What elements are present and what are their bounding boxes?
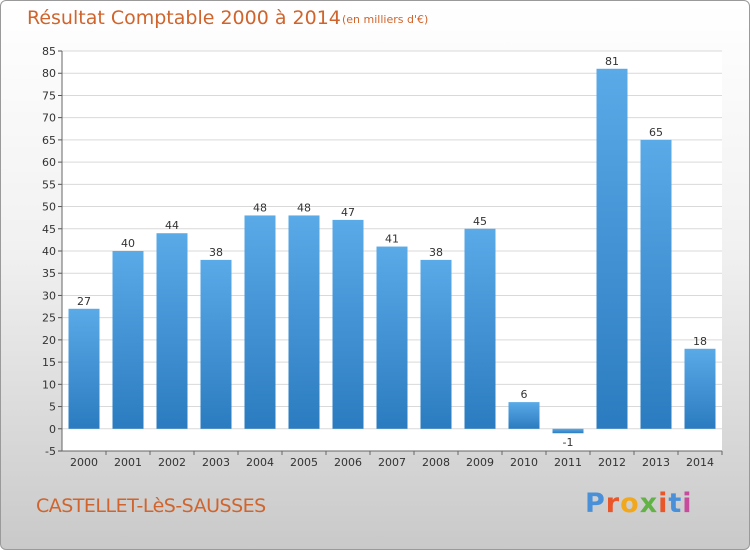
value-label-2005: 48 xyxy=(297,201,311,214)
value-label-2009: 45 xyxy=(473,215,487,228)
logo-letter: o xyxy=(620,488,640,519)
y-tick-labels: -5 0 5 10 15 20 25 30 35 40 45 50 55 60 65 70 75 80 85 xyxy=(42,45,56,458)
y-tick-label: 50 xyxy=(42,201,56,214)
bar-2012 xyxy=(596,68,628,429)
value-label-2004: 48 xyxy=(253,201,267,214)
value-label-2010: 6 xyxy=(521,388,528,401)
x-tick-label-2002: 2002 xyxy=(158,456,186,469)
y-tick-label: 30 xyxy=(42,289,56,302)
bar-2011 xyxy=(552,428,584,434)
bar-2003 xyxy=(200,259,232,429)
value-label-2013: 65 xyxy=(649,126,663,139)
x-tick-label-2003: 2003 xyxy=(202,456,230,469)
x-tick-label-2014: 2014 xyxy=(686,456,714,469)
value-label-2007: 41 xyxy=(385,233,399,246)
x-tick-label-2012: 2012 xyxy=(598,456,626,469)
y-tick-label: 40 xyxy=(42,245,56,258)
x-tick-label-2011: 2011 xyxy=(554,456,582,469)
value-label-2003: 38 xyxy=(209,246,223,259)
x-tick-label-2000: 2000 xyxy=(70,456,98,469)
logo-letter: i xyxy=(682,488,693,519)
y-tick-label: -5 xyxy=(45,445,56,458)
y-tick-label: 45 xyxy=(42,223,56,236)
bar-2010 xyxy=(508,402,540,429)
bar-2006 xyxy=(332,219,364,429)
y-tick-label: 85 xyxy=(42,45,56,58)
bar-2000 xyxy=(68,308,100,429)
y-tick-label: 70 xyxy=(42,112,56,125)
x-tick-label-2006: 2006 xyxy=(334,456,362,469)
value-label-2011: -1 xyxy=(563,436,574,449)
y-tick-label: 0 xyxy=(49,423,56,436)
bar-2008 xyxy=(420,259,452,429)
y-tick-label: 20 xyxy=(42,334,56,347)
y-tick-label: 25 xyxy=(42,312,56,325)
y-tick-label: 80 xyxy=(42,67,56,80)
bar-2009 xyxy=(464,228,496,429)
y-tick-label: 55 xyxy=(42,178,56,191)
town-name: CASTELLET-LèS-SAUSSES xyxy=(36,495,266,517)
proxiti-logo[interactable]: Proxiti xyxy=(585,488,693,519)
logo-letter: r xyxy=(605,488,621,519)
chart-title: Résultat Comptable 2000 à 2014 xyxy=(27,7,341,29)
y-tick-label: 5 xyxy=(49,401,56,414)
x-tick-label-2008: 2008 xyxy=(422,456,450,469)
y-tick-label: 10 xyxy=(42,378,56,391)
bar-2007 xyxy=(376,246,408,429)
y-tick-label: 60 xyxy=(42,156,56,169)
bars xyxy=(68,68,716,434)
bar-2005 xyxy=(288,215,320,429)
value-label-2000: 27 xyxy=(77,295,91,308)
value-label-2001: 40 xyxy=(121,237,135,250)
value-label-2006: 47 xyxy=(341,206,355,219)
y-tick-label: 15 xyxy=(42,356,56,369)
x-tick-label-2005: 2005 xyxy=(290,456,318,469)
value-label-2002: 44 xyxy=(165,219,179,232)
x-tick-label-2007: 2007 xyxy=(378,456,406,469)
value-labels: 27 40 44 38 48 48 47 41 38 45 6 -1 81 65 18 xyxy=(77,55,707,449)
logo-letter: i xyxy=(658,488,669,519)
value-label-2008: 38 xyxy=(429,246,443,259)
x-tick-label-2009: 2009 xyxy=(466,456,494,469)
logo-letter: x xyxy=(639,488,659,519)
x-tick-label-2010: 2010 xyxy=(510,456,538,469)
x-tick-label-2001: 2001 xyxy=(114,456,142,469)
axes xyxy=(61,51,723,455)
y-tick-label: 65 xyxy=(42,134,56,147)
x-tick-label-2013: 2013 xyxy=(642,456,670,469)
bar-2014 xyxy=(684,348,716,429)
logo-letter: P xyxy=(585,488,606,519)
x-tick-label-2004: 2004 xyxy=(246,456,274,469)
chart-subtitle: (en milliers d'€) xyxy=(342,13,429,26)
bar-2004 xyxy=(244,215,276,429)
value-label-2014: 18 xyxy=(693,335,707,348)
bar-2001 xyxy=(112,251,144,429)
logo-letter: t xyxy=(668,488,683,519)
y-tick-label: 75 xyxy=(42,89,56,102)
bar-2002 xyxy=(156,233,188,429)
value-label-2012: 81 xyxy=(605,55,619,68)
bar-2013 xyxy=(640,139,672,429)
y-tick-label: 35 xyxy=(42,267,56,280)
x-tick-labels: 2000 2001 2002 2003 2004 2005 2006 2007 2008 2009… xyxy=(70,456,714,469)
